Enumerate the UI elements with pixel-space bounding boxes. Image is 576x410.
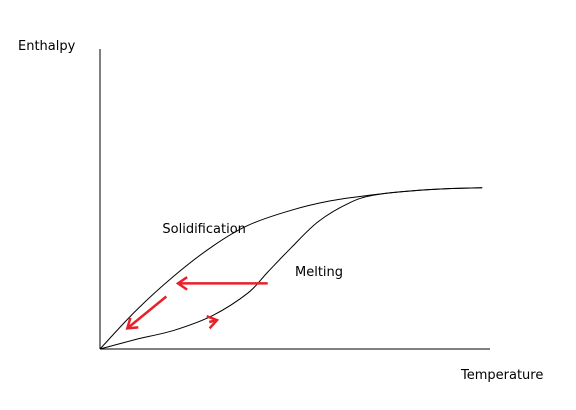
arrow-layer [125,276,268,330]
red-arrow-2 [125,295,168,330]
series-line-solidification [99,187,483,350]
series-line-melting [99,187,483,350]
annotation-solidification: Solidification [162,222,246,237]
y-axis-label: Enthalpy [18,39,76,54]
x-axis-label: Temperature [460,368,543,383]
arrow-head [206,315,220,330]
red-arrow-3 [206,315,220,330]
arrow-head [125,317,139,330]
arrow-shaft [126,295,168,330]
axes [99,49,490,350]
series-layer [99,187,483,350]
annotation-melting: Melting [295,265,343,280]
arrow-head [175,276,188,291]
red-arrow-1 [175,276,268,291]
